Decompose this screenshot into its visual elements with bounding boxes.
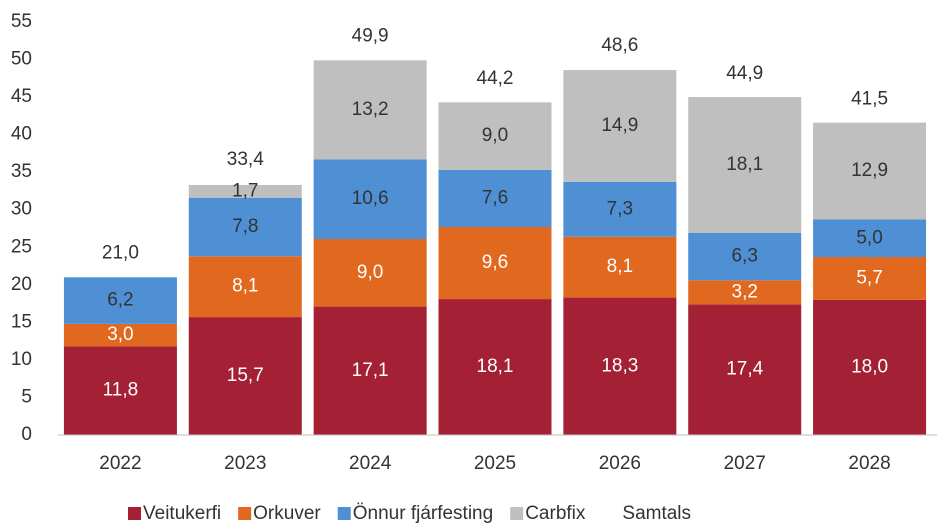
- y-tick-label: 50: [11, 49, 32, 70]
- value-label: 17,4: [726, 359, 763, 380]
- y-tick-label: 30: [11, 199, 32, 220]
- bar-segment: [688, 233, 802, 281]
- bar-segment: [688, 280, 802, 305]
- x-tick-label: 2025: [474, 453, 516, 474]
- bar-segment: [813, 122, 927, 220]
- legend-label: Samtals: [622, 503, 691, 524]
- value-label: 14,9: [601, 115, 638, 136]
- bar-segment: [563, 236, 677, 298]
- y-tick-label: 10: [11, 349, 32, 370]
- bar-segment: [63, 323, 177, 347]
- bar-segment: [63, 277, 177, 324]
- value-label: 6,2: [107, 290, 133, 311]
- bar-segment: [688, 97, 802, 234]
- value-label: 18,1: [477, 356, 514, 377]
- value-label: 6,3: [732, 246, 758, 267]
- legend-swatch: [337, 507, 351, 520]
- bar-segment: [313, 306, 427, 435]
- value-label: 8,1: [232, 276, 258, 297]
- y-tick-label: 25: [11, 236, 32, 257]
- bar-segment: [813, 219, 927, 258]
- bar-segment: [188, 197, 302, 257]
- bar-segment: [313, 60, 427, 160]
- value-label: 13,2: [352, 99, 389, 120]
- value-label: 8,1: [607, 256, 633, 277]
- value-label: 9,6: [482, 252, 508, 273]
- y-tick-label: 0: [21, 424, 32, 445]
- x-tick-label: 2026: [599, 453, 641, 474]
- bar-segment: [313, 239, 427, 307]
- y-tick-label: 5: [21, 386, 32, 407]
- total-label: 41,5: [851, 88, 888, 109]
- bar-segment: [188, 317, 302, 435]
- value-label: 3,0: [107, 324, 133, 345]
- bar-segment: [688, 304, 802, 435]
- bar-segment: [63, 346, 177, 435]
- legend-label: Önnur fjárfesting: [353, 503, 493, 524]
- value-label: 9,0: [482, 125, 508, 146]
- x-tick-label: 2022: [99, 453, 141, 474]
- value-label: 7,6: [482, 187, 508, 208]
- bar-segment: [438, 102, 552, 170]
- bar-segment: [563, 181, 677, 237]
- value-label: 5,0: [856, 227, 882, 248]
- bar-segment: [563, 297, 677, 435]
- value-label: 12,9: [851, 160, 888, 181]
- value-label: 1,7: [232, 180, 258, 201]
- total-label: 21,0: [102, 242, 139, 263]
- value-label: 18,1: [726, 154, 763, 175]
- legend-label: Orkuver: [253, 503, 321, 524]
- total-label: 48,6: [601, 35, 638, 56]
- x-tick-label: 2027: [724, 453, 766, 474]
- total-label: 44,9: [726, 63, 763, 84]
- bar-segment: [313, 159, 427, 240]
- bar-segment: [813, 299, 927, 435]
- value-label: 3,2: [732, 281, 758, 302]
- value-label: 18,0: [851, 356, 888, 377]
- y-tick-label: 20: [11, 274, 32, 295]
- y-tick-label: 55: [11, 11, 32, 32]
- legend-swatch: [510, 507, 524, 520]
- legend-label: Carbfix: [525, 503, 586, 524]
- y-tick-label: 45: [11, 86, 32, 107]
- bar-segment: [813, 257, 927, 300]
- value-label: 11,8: [103, 380, 139, 401]
- total-label: 33,4: [227, 149, 264, 170]
- bar-segment: [438, 169, 552, 227]
- value-label: 17,1: [352, 360, 389, 381]
- value-label: 15,7: [227, 365, 264, 386]
- value-label: 18,3: [601, 355, 638, 376]
- value-label: 10,6: [352, 188, 389, 209]
- y-tick-label: 40: [11, 124, 32, 145]
- total-label: 44,2: [477, 68, 514, 89]
- bar-segment: [188, 256, 302, 318]
- value-label: 5,7: [856, 267, 882, 288]
- value-label: 9,0: [357, 262, 383, 283]
- total-label: 49,9: [352, 25, 389, 46]
- y-tick-label: 35: [11, 161, 32, 182]
- y-tick-label: 15: [11, 311, 32, 332]
- bar-segment: [563, 70, 677, 182]
- value-label: 7,8: [232, 216, 258, 237]
- bar-segment: [438, 299, 552, 435]
- legend-label: Veitukerfi: [143, 503, 221, 524]
- bar-segment: [188, 184, 302, 198]
- legend-swatch: [238, 507, 252, 520]
- x-tick-label: 2024: [349, 453, 392, 474]
- legend-swatch: [128, 507, 141, 520]
- x-tick-label: 2023: [224, 453, 266, 474]
- x-tick-label: 2028: [848, 453, 890, 474]
- bar-segment: [438, 226, 552, 300]
- value-label: 7,3: [607, 198, 633, 219]
